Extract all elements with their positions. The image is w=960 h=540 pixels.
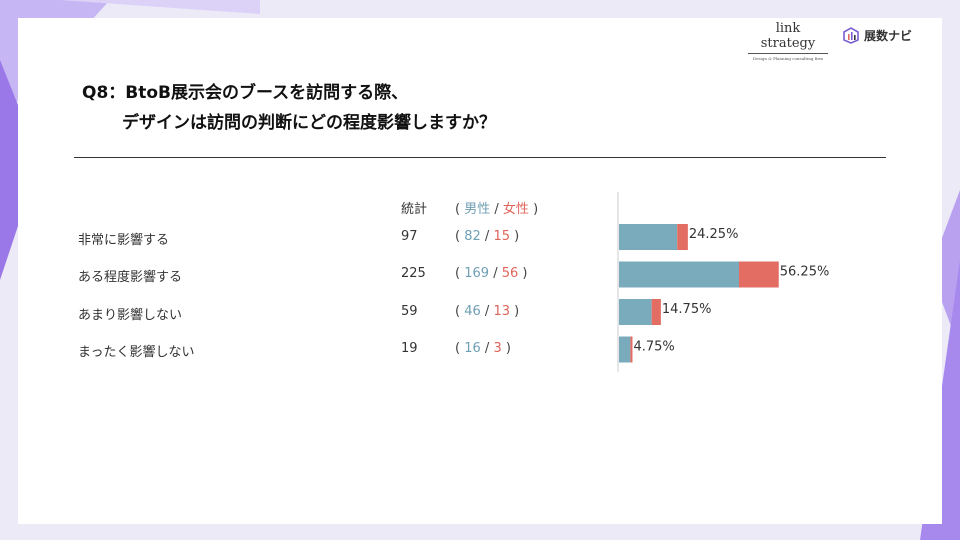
bar-male xyxy=(619,261,739,288)
row-total: 225 xyxy=(401,266,426,281)
bar-male xyxy=(619,336,631,363)
bar-female xyxy=(651,299,661,325)
open-paren: ( xyxy=(455,202,461,217)
slash: / xyxy=(484,304,490,319)
female-count: 15 xyxy=(493,229,510,244)
link-strategy-logo: link strategy Design & Planning consulti… xyxy=(748,21,828,61)
female-header: 女性 xyxy=(502,202,529,217)
open-paren: ( xyxy=(455,229,461,244)
female-count: 3 xyxy=(493,341,502,356)
row-split: ( 46 / 13 ) xyxy=(455,304,519,319)
row-split: ( 16 / 3 ) xyxy=(455,341,511,356)
female-count: 13 xyxy=(493,304,510,319)
close-paren: ) xyxy=(505,341,511,356)
close-paren: ) xyxy=(533,202,539,217)
row-total: 97 xyxy=(401,229,418,244)
bar-male xyxy=(619,224,678,250)
percent-label: 56.25% xyxy=(780,265,830,280)
page-title: Q8：BtoB展示会のブースを訪問する際、 デザインは訪問の判断にどの程度影響し… xyxy=(82,78,496,138)
slash: / xyxy=(484,229,490,244)
open-paren: ( xyxy=(455,266,461,281)
tenji-navi-name: 展数ナビ xyxy=(864,28,913,43)
slide-card: link strategy Design & Planning consulti… xyxy=(18,18,942,524)
bar-female xyxy=(630,336,633,363)
tenji-navi-logo: 展数ナビ xyxy=(842,26,912,44)
total-header: 統計 xyxy=(401,202,428,217)
male-header: 男性 xyxy=(464,202,491,217)
title-line-2: デザインは訪問の判断にどの程度影響しますか？ xyxy=(122,113,496,133)
divider xyxy=(74,157,886,158)
row-total: 19 xyxy=(401,341,418,356)
percent-label: 14.75% xyxy=(662,302,712,317)
row-label: 非常に影響する xyxy=(78,233,170,248)
close-paren: ) xyxy=(514,229,520,244)
open-paren: ( xyxy=(455,304,461,319)
male-count: 169 xyxy=(464,266,490,281)
row-label: ある程度影響する xyxy=(78,270,183,285)
open-paren: ( xyxy=(455,341,461,356)
tenji-navi-logo-icon xyxy=(843,27,859,44)
bar-male xyxy=(619,299,652,325)
decor-shape xyxy=(60,0,260,14)
slash: / xyxy=(494,202,499,217)
female-count: 56 xyxy=(501,266,519,281)
title-line-1: Q8：BtoB展示会のブースを訪問する際、 xyxy=(82,83,409,103)
slash: / xyxy=(484,341,490,356)
row-label: あまり影響しない xyxy=(78,308,183,323)
bar-female xyxy=(677,224,688,250)
bar-female xyxy=(738,261,779,288)
male-count: 16 xyxy=(464,341,481,356)
slash: / xyxy=(493,266,498,281)
row-split: ( 82 / 15 ) xyxy=(455,229,519,244)
close-paren: ) xyxy=(522,266,528,281)
gender-header: ( 男性 / 女性 ) xyxy=(455,198,538,217)
close-paren: ) xyxy=(514,304,520,319)
stacked-bar-chart: 24.25% 56.25% 14.75% 4.75% xyxy=(617,192,830,372)
row-label: まったく影響しない xyxy=(78,345,195,360)
row-split: ( 169 / 56 ) xyxy=(455,266,527,281)
link-strategy-name: link strategy xyxy=(748,21,828,54)
male-count: 82 xyxy=(464,229,481,244)
row-total: 59 xyxy=(401,304,418,319)
link-strategy-tagline: Design & Planning consulting firm xyxy=(752,56,824,61)
male-count: 46 xyxy=(464,304,481,319)
percent-label: 24.25% xyxy=(689,227,739,242)
percent-label: 4.75% xyxy=(633,340,674,355)
